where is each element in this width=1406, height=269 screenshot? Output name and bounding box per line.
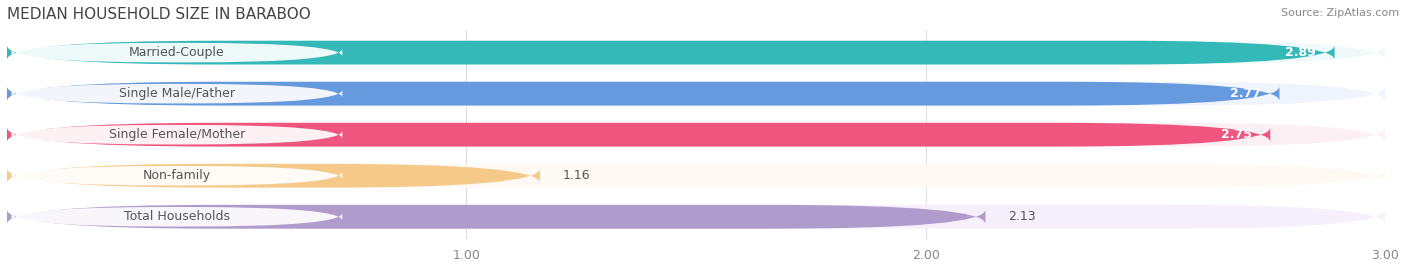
- Text: Single Female/Mother: Single Female/Mother: [108, 128, 245, 141]
- FancyBboxPatch shape: [7, 41, 1334, 65]
- FancyBboxPatch shape: [11, 43, 342, 62]
- FancyBboxPatch shape: [7, 41, 1385, 65]
- FancyBboxPatch shape: [11, 125, 342, 144]
- Text: Married-Couple: Married-Couple: [129, 46, 225, 59]
- Text: 2.13: 2.13: [1008, 210, 1036, 223]
- FancyBboxPatch shape: [7, 82, 1279, 105]
- Text: Source: ZipAtlas.com: Source: ZipAtlas.com: [1281, 8, 1399, 18]
- Text: Total Households: Total Households: [124, 210, 231, 223]
- FancyBboxPatch shape: [7, 205, 1385, 229]
- FancyBboxPatch shape: [7, 123, 1270, 147]
- FancyBboxPatch shape: [7, 205, 986, 229]
- Text: 2.89: 2.89: [1285, 46, 1316, 59]
- FancyBboxPatch shape: [11, 207, 342, 226]
- Text: MEDIAN HOUSEHOLD SIZE IN BARABOO: MEDIAN HOUSEHOLD SIZE IN BARABOO: [7, 7, 311, 22]
- FancyBboxPatch shape: [11, 84, 342, 103]
- FancyBboxPatch shape: [11, 166, 342, 186]
- FancyBboxPatch shape: [7, 164, 1385, 188]
- Text: 1.16: 1.16: [562, 169, 591, 182]
- Text: Single Male/Father: Single Male/Father: [120, 87, 235, 100]
- Text: 2.77: 2.77: [1230, 87, 1261, 100]
- FancyBboxPatch shape: [7, 123, 1385, 147]
- Text: 2.75: 2.75: [1220, 128, 1251, 141]
- FancyBboxPatch shape: [7, 164, 540, 188]
- Text: Non-family: Non-family: [143, 169, 211, 182]
- FancyBboxPatch shape: [7, 82, 1385, 105]
